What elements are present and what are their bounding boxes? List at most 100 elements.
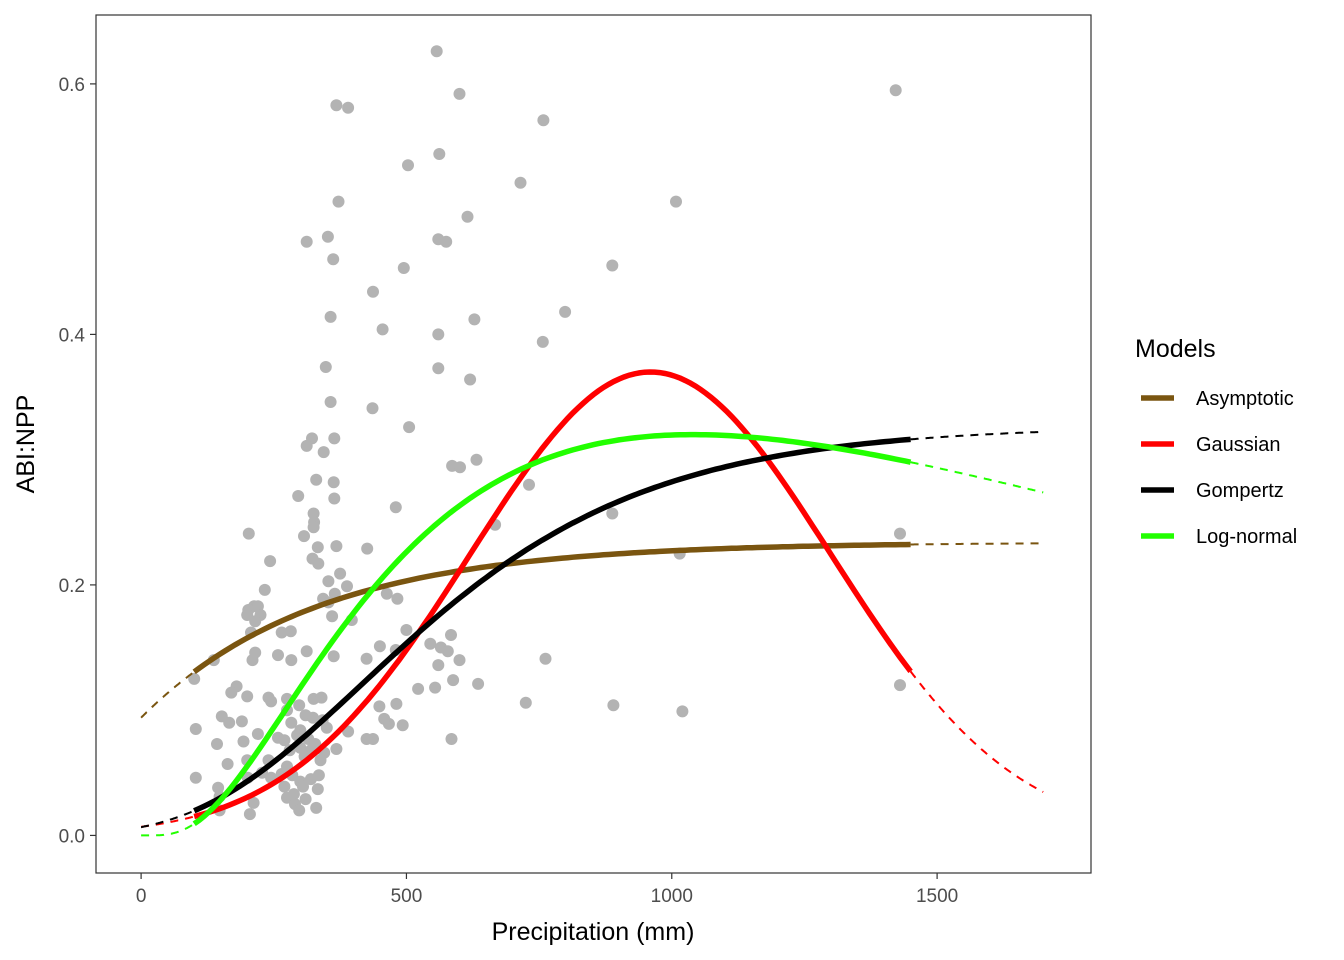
data-point — [429, 681, 442, 694]
data-point — [242, 527, 255, 540]
data-point — [519, 696, 532, 709]
data-point — [606, 259, 619, 272]
data-point — [319, 361, 332, 373]
legend: Models Asymptotic Gaussian Gompertz Log-nor… — [1135, 335, 1297, 548]
data-point — [607, 699, 620, 712]
data-point — [606, 507, 619, 520]
data-point — [293, 804, 306, 817]
x-axis-title: Precipitation (mm) — [492, 918, 695, 946]
data-point — [539, 652, 552, 665]
y-axis: 0.0 0.2 0.4 0.6 — [59, 75, 96, 847]
data-point — [341, 580, 353, 593]
data-point — [464, 373, 477, 386]
data-point — [326, 610, 339, 623]
data-point — [454, 461, 466, 474]
data-point — [514, 176, 527, 189]
log-normal-curve — [192, 431, 912, 827]
data-point — [241, 690, 254, 703]
data-point — [235, 715, 248, 728]
data-point — [292, 490, 305, 502]
data-point — [391, 592, 404, 605]
data-point — [299, 793, 312, 806]
data-point — [300, 645, 313, 658]
asymptotic-curve-extrapolated-low — [140, 671, 195, 719]
data-point — [327, 650, 340, 663]
data-point — [258, 583, 271, 596]
data-point — [453, 87, 466, 100]
data-point — [389, 501, 402, 514]
data-point — [314, 754, 327, 767]
x-tick-label: 500 — [391, 886, 423, 907]
data-point — [272, 649, 284, 662]
data-point — [247, 796, 260, 809]
data-point — [278, 780, 291, 793]
curves-layer — [140, 369, 1044, 837]
data-point — [400, 624, 413, 636]
data-point — [432, 659, 445, 672]
data-point — [360, 733, 373, 745]
data-point — [249, 615, 262, 628]
data-point — [211, 738, 223, 750]
data-point — [321, 230, 334, 243]
data-point — [676, 705, 689, 718]
data-point — [212, 781, 225, 794]
data-point — [265, 695, 278, 708]
data-point — [284, 625, 297, 638]
data-point — [366, 402, 379, 415]
data-point — [472, 677, 485, 690]
data-point — [298, 530, 310, 543]
data-point — [441, 645, 454, 658]
data-point — [307, 711, 319, 724]
data-point — [300, 235, 313, 248]
data-point — [412, 682, 425, 695]
data-point — [285, 654, 298, 667]
data-point — [433, 148, 446, 160]
data-point — [300, 439, 313, 452]
gompertz-curve — [193, 436, 911, 814]
data-point — [403, 421, 416, 434]
data-point — [402, 159, 414, 172]
data-point — [297, 780, 309, 793]
data-point — [432, 328, 445, 341]
data-point — [312, 557, 325, 570]
gompertz-curve-extrapolated-low — [141, 809, 195, 829]
data-point — [453, 654, 466, 667]
y-tick-label: 0.4 — [59, 325, 86, 346]
data-point — [251, 728, 264, 740]
data-point — [307, 521, 320, 534]
data-point — [537, 114, 550, 127]
data-point — [328, 432, 341, 445]
data-point — [311, 541, 324, 554]
data-point — [334, 567, 347, 580]
x-tick-label: 1000 — [651, 886, 693, 907]
legend-label-gompertz: Gompertz — [1196, 480, 1284, 502]
data-point — [312, 769, 325, 782]
data-point — [330, 743, 343, 755]
data-point — [373, 640, 386, 653]
data-point — [373, 700, 386, 713]
data-point — [361, 542, 374, 555]
y-tick-label: 0.2 — [59, 576, 85, 597]
data-point — [264, 555, 277, 568]
data-point — [397, 262, 410, 274]
data-point — [445, 629, 457, 641]
data-point — [275, 626, 288, 639]
data-point — [367, 285, 379, 298]
data-point — [237, 735, 250, 748]
x-axis: 0 500 1000 1500 — [136, 873, 958, 907]
data-point — [189, 771, 202, 784]
data-point — [189, 723, 202, 735]
data-point — [380, 587, 393, 600]
data-point — [311, 783, 324, 796]
log-normal-curve-extrapolated-high — [910, 461, 1044, 494]
data-point — [360, 652, 373, 665]
data-point — [225, 686, 238, 699]
data-point — [424, 637, 437, 650]
gompertz-curve-extrapolated-high — [910, 430, 1044, 441]
y-tick-label: 0.6 — [59, 75, 85, 96]
data-point — [468, 313, 481, 326]
data-point — [285, 716, 298, 729]
data-point — [324, 310, 337, 323]
data-point — [889, 84, 902, 97]
